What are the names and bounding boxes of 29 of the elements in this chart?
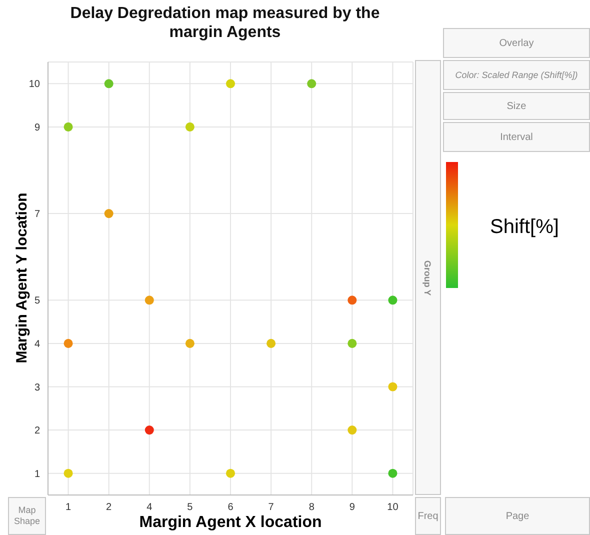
x-tick-label: 5 [187,502,194,514]
x-tick-label: 4 [146,502,153,514]
text: Map Shape [8,497,46,535]
y-tick-label: 9 [34,122,40,134]
text: Freq [415,497,441,535]
y-tick-label: 10 [28,79,40,90]
color-bar-title: Shift[%] [490,216,559,239]
y-tick-label: 1 [34,468,40,480]
y-axis-title: Margin Agent Y location [14,192,30,364]
text: Size [443,92,590,120]
text: Page [445,497,590,535]
text: Interval [443,122,590,152]
y-tick-label: 2 [34,426,40,437]
x-tick-label: 7 [268,502,274,514]
x-tick-label: 9 [349,502,356,514]
chart-title: Delay Degredation map measured by the margin Agents [70,4,380,42]
y-tick-label: 7 [34,209,40,220]
x-tick-label: 1 [65,502,72,514]
y-tick-label: 5 [34,296,40,307]
x-axis-title: Margin Agent X location [138,514,323,532]
text: Color: Scaled Range (Shift[%]) [443,60,590,90]
text: Overlay [443,28,590,58]
x-tick-label: 10 [387,502,399,514]
x-tick-label: 6 [228,502,234,514]
y-tick-label: 3 [34,382,40,394]
y-tick-label: 4 [34,339,40,350]
text: Group Y [423,260,433,296]
x-tick-label: 8 [308,502,315,514]
x-tick-label: 2 [106,502,112,514]
